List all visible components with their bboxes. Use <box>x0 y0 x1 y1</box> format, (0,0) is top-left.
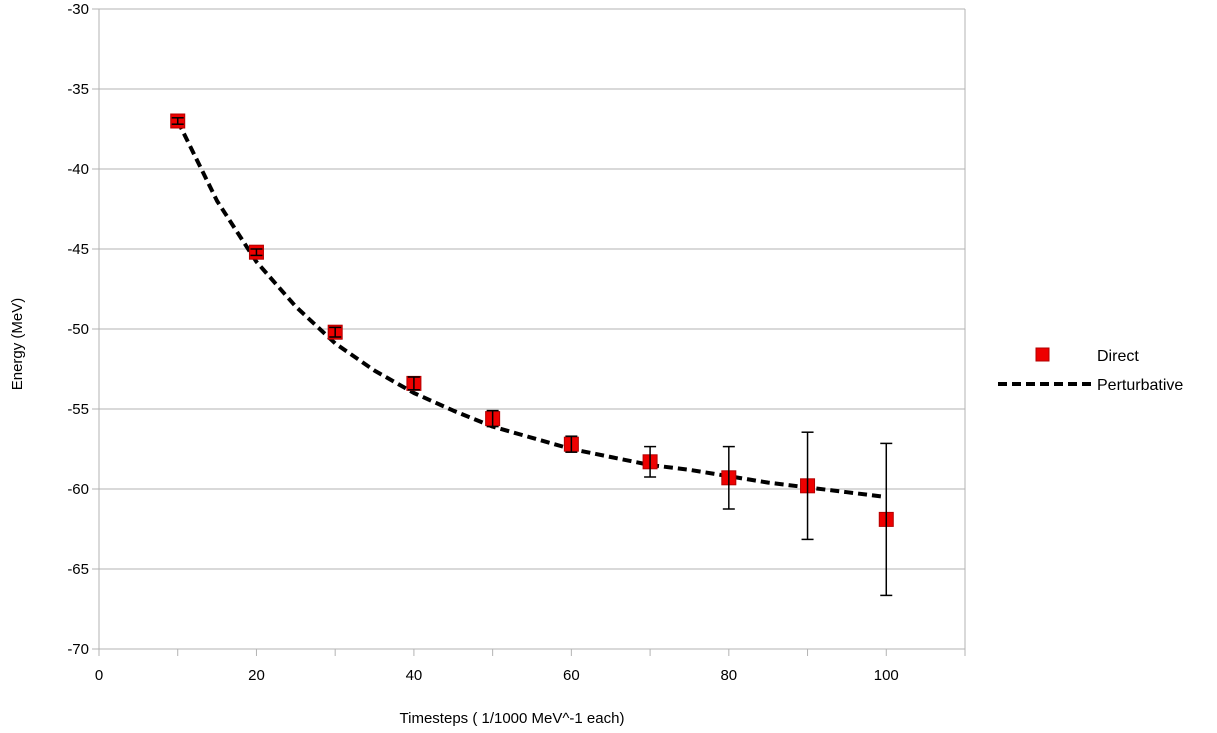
y-tick-label: -35 <box>67 81 89 98</box>
direct-point <box>721 445 737 510</box>
direct-point <box>878 442 894 597</box>
legend: Direct Perturbative <box>998 347 1183 394</box>
x-tick-label: 20 <box>248 667 265 684</box>
direct-point <box>327 324 343 340</box>
y-tick-label: -30 <box>67 1 89 18</box>
grid <box>99 8 965 650</box>
x-tick-labels: 0 20 40 60 80 100 <box>95 667 899 684</box>
perturbative-line <box>175 120 887 499</box>
direct-point <box>563 435 579 453</box>
legend-marker-direct <box>1035 347 1050 362</box>
x-tick-label: 80 <box>720 667 737 684</box>
x-tick-label: 60 <box>563 667 580 684</box>
x-tick-label: 0 <box>95 667 103 684</box>
direct-point <box>170 113 186 129</box>
y-axis-title: Energy (MeV) <box>9 298 26 391</box>
direct-point <box>800 431 816 541</box>
y-tick-label: -60 <box>67 481 89 498</box>
legend-label-perturbative: Perturbative <box>1097 377 1183 394</box>
direct-point <box>642 445 658 478</box>
direct-series <box>170 113 894 597</box>
y-tick-label: -40 <box>67 161 89 178</box>
x-axis-title: Timesteps ( 1/1000 MeV^-1 each) <box>400 710 625 727</box>
y-tick-label: -65 <box>67 561 89 578</box>
y-tick-label: -45 <box>67 241 89 258</box>
direct-point <box>248 244 264 260</box>
y-tick-labels: -70 -65 -60 -55 -50 -45 -40 -35 -30 <box>67 1 89 658</box>
axes <box>92 8 966 656</box>
y-tick-label: -50 <box>67 321 89 338</box>
direct-point <box>485 409 501 428</box>
y-tick-label: -55 <box>67 401 89 418</box>
x-tick-label: 40 <box>406 667 423 684</box>
direct-point <box>406 375 422 391</box>
perturbative-series <box>175 120 887 499</box>
y-tick-label: -70 <box>67 641 89 658</box>
legend-label-direct: Direct <box>1097 348 1139 365</box>
x-tick-label: 100 <box>874 667 899 684</box>
